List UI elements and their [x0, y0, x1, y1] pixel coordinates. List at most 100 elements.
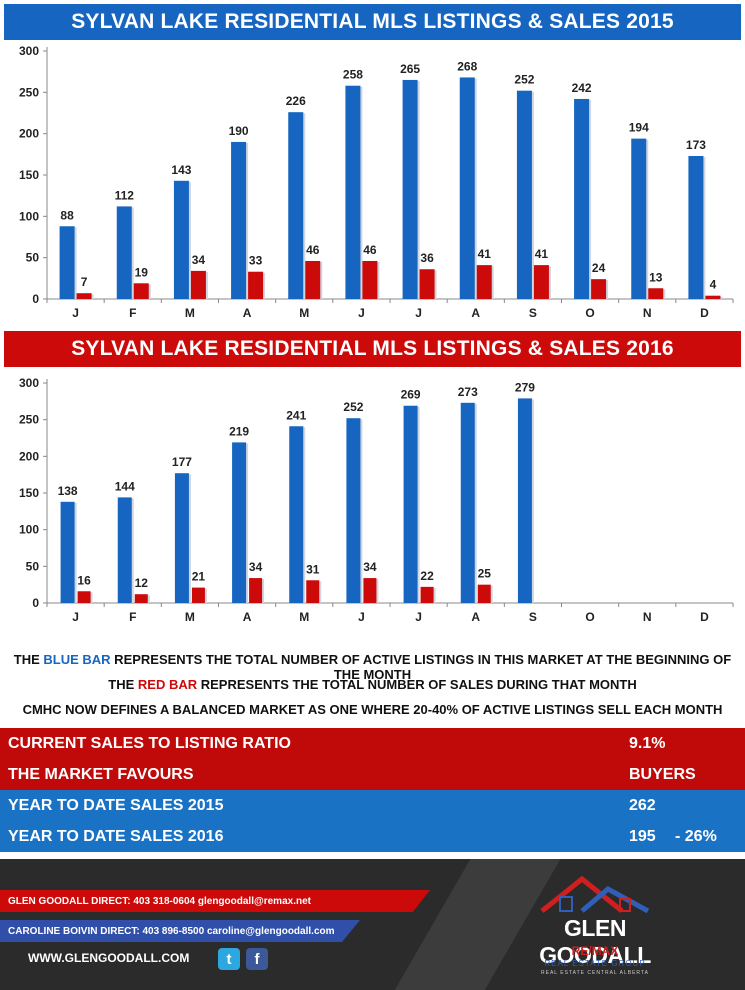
- sales-bar: [190, 270, 206, 299]
- legend-blue-label: BLUE BAR: [43, 652, 111, 667]
- x-tick-label: M: [185, 306, 195, 320]
- legend-red-line: THE RED BAR REPRESENTS THE TOTAL NUMBER …: [0, 677, 745, 692]
- listings-bar: [288, 112, 304, 299]
- listings-bar: [346, 418, 361, 603]
- sales-value-label: 46: [363, 243, 377, 257]
- x-tick-label: F: [129, 610, 136, 624]
- sales-bar: [76, 293, 92, 299]
- sales-value-label: 16: [77, 573, 91, 587]
- x-tick-label: O: [585, 610, 594, 624]
- sales-bar: [591, 279, 607, 299]
- sales-bar: [362, 260, 378, 299]
- x-tick-label: J: [415, 306, 422, 320]
- listings-bar: [402, 79, 418, 299]
- ratio-label: CURRENT SALES TO LISTING RATIO: [8, 734, 291, 752]
- x-tick-label: A: [243, 610, 252, 624]
- x-tick-label: O: [585, 306, 594, 320]
- y-tick-label: 150: [19, 486, 39, 500]
- y-tick-label: 150: [19, 168, 39, 182]
- facebook-icon[interactable]: f: [246, 948, 268, 970]
- sales-bar: [533, 265, 549, 299]
- x-tick-label: M: [185, 610, 195, 624]
- sales-value-label: 33: [249, 254, 263, 268]
- x-tick-label: N: [643, 306, 652, 320]
- sales-bar: [705, 295, 721, 299]
- x-tick-label: J: [358, 610, 365, 624]
- sales-value-label: 24: [592, 261, 606, 275]
- listings-value-label: 268: [457, 59, 477, 73]
- sales-bar: [363, 578, 377, 603]
- sales-value-label: 7: [81, 275, 88, 289]
- brand-logo: GLEN GOODALL RE/MAX REAL ESTATE GROUP RE…: [520, 871, 670, 981]
- ytd-2016-label: YEAR TO DATE SALES 2016: [8, 827, 224, 845]
- y-tick-label: 300: [19, 376, 39, 390]
- sales-bar: [476, 265, 492, 299]
- sales-bar: [477, 584, 491, 603]
- sales-value-label: 21: [192, 570, 206, 584]
- listings-bar: [403, 405, 418, 603]
- listings-bar: [574, 98, 590, 299]
- legend-text: THE: [13, 652, 44, 667]
- listings-bar: [688, 155, 704, 299]
- brand-region: REAL ESTATE CENTRAL ALBERTA: [541, 970, 649, 976]
- sales-value-label: 22: [420, 569, 434, 583]
- x-tick-label: A: [471, 610, 480, 624]
- listings-bar: [173, 180, 189, 299]
- x-tick-label: A: [471, 306, 480, 320]
- listings-value-label: 226: [286, 94, 306, 108]
- ytd-2015-row: YEAR TO DATE SALES 2015 262: [0, 790, 745, 821]
- twitter-icon[interactable]: t: [218, 948, 240, 970]
- sales-value-label: 12: [135, 576, 149, 590]
- y-tick-label: 50: [26, 559, 40, 573]
- chart-2015-title: SYLVAN LAKE RESIDENTIAL MLS LISTINGS & S…: [4, 4, 741, 40]
- cmhc-definition: CMHC NOW DEFINES A BALANCED MARKET AS ON…: [22, 702, 723, 717]
- listings-value-label: 144: [115, 479, 135, 493]
- sales-value-label: 25: [478, 567, 492, 581]
- listings-value-label: 173: [686, 138, 706, 152]
- listings-bar: [116, 206, 132, 299]
- listings-bar: [459, 77, 475, 299]
- stats-panel: CURRENT SALES TO LISTING RATIO 9.1% THE …: [0, 728, 745, 852]
- listings-bar: [232, 442, 247, 603]
- x-tick-label: F: [129, 306, 136, 320]
- chart-2016-title: SYLVAN LAKE RESIDENTIAL MLS LISTINGS & S…: [4, 331, 741, 367]
- sales-value-label: 4: [710, 278, 717, 292]
- sales-bar: [420, 586, 434, 603]
- ytd-2015-label: YEAR TO DATE SALES 2015: [8, 796, 224, 814]
- listings-value-label: 258: [343, 68, 363, 82]
- website-link[interactable]: WWW.GLENGOODALL.COM: [28, 951, 190, 965]
- y-tick-label: 300: [19, 44, 39, 58]
- listings-value-label: 242: [572, 81, 592, 95]
- y-tick-label: 250: [19, 413, 39, 427]
- listings-value-label: 265: [400, 62, 420, 76]
- ytd-2016-value: 195: [629, 827, 656, 845]
- listings-value-label: 112: [115, 188, 135, 202]
- y-tick-label: 50: [26, 251, 40, 265]
- sales-value-label: 46: [306, 243, 320, 257]
- legend-text: THE: [108, 677, 138, 692]
- sales-bar: [419, 269, 435, 299]
- listings-value-label: 88: [60, 208, 74, 222]
- ytd-change: - 26%: [675, 827, 717, 845]
- legend-text: REPRESENTS THE TOTAL NUMBER OF SALES DUR…: [197, 677, 637, 692]
- listings-bar: [460, 402, 475, 603]
- sales-bar: [249, 578, 263, 603]
- house-roof-icon: [540, 875, 650, 914]
- listings-value-label: 219: [229, 424, 249, 438]
- favours-value: BUYERS: [629, 765, 696, 783]
- sales-value-label: 34: [363, 560, 377, 574]
- ratio-row: CURRENT SALES TO LISTING RATIO 9.1%: [0, 728, 745, 759]
- y-tick-label: 250: [19, 85, 39, 99]
- listings-value-label: 273: [458, 385, 478, 399]
- sales-bar: [77, 591, 91, 603]
- sales-bar: [305, 260, 321, 299]
- x-tick-label: S: [529, 610, 537, 624]
- listings-bar: [231, 141, 247, 299]
- sales-value-label: 36: [420, 251, 434, 265]
- listings-bar: [631, 138, 647, 299]
- favours-label: THE MARKET FAVOURS: [8, 765, 194, 783]
- y-tick-label: 0: [32, 596, 39, 610]
- chart-2016: 0 50 100 150 200 250 300 J 138 16 F 144 12 M 177 21 A 219…: [19, 376, 734, 624]
- sales-bar: [133, 283, 149, 299]
- legend-blue-line: THE BLUE BAR REPRESENTS THE TOTAL NUMBER…: [0, 652, 745, 682]
